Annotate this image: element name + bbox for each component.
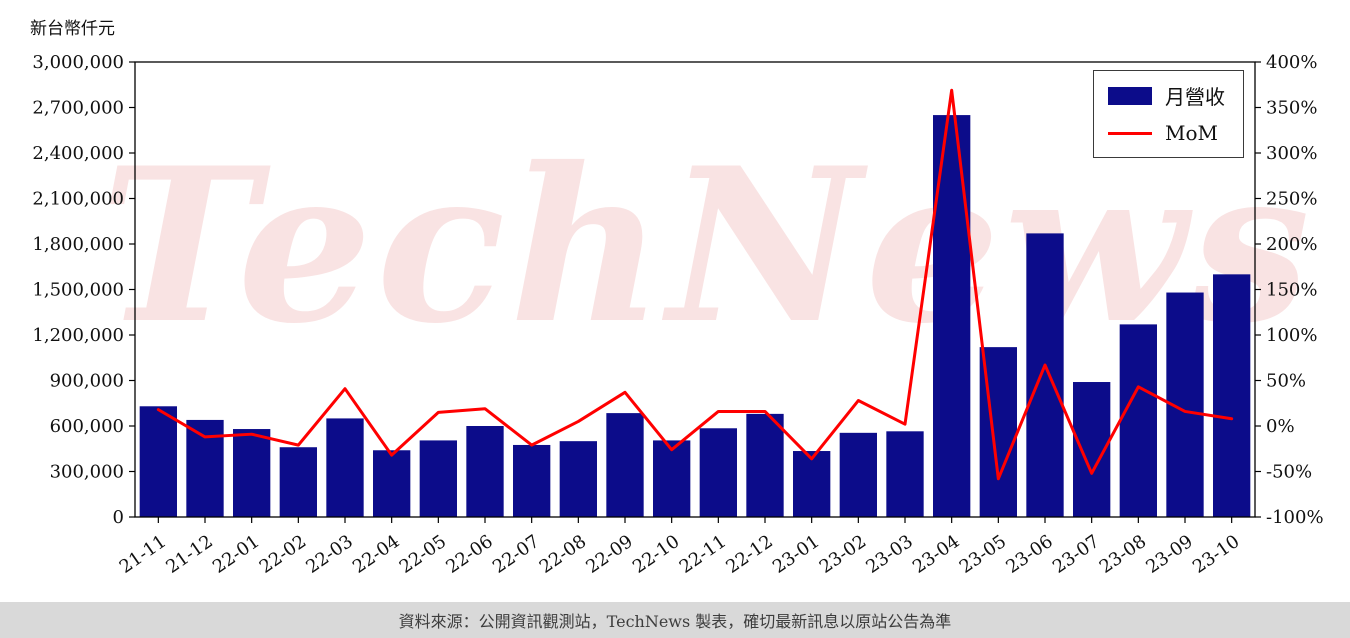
left-tick-label: 600,000 bbox=[50, 416, 124, 437]
x-tick-label: 22-08 bbox=[536, 531, 591, 578]
y-axis-unit-label: 新台幣仟元 bbox=[30, 19, 115, 39]
left-tick-label: 1,800,000 bbox=[32, 234, 124, 255]
x-tick-label: 22-09 bbox=[582, 531, 637, 578]
chart-area: TechNews 0 -100% 300,000 -50% 600,000 0% 900,0… bbox=[32, 52, 1324, 578]
x-tick-label: 21-11 bbox=[116, 531, 171, 578]
legend-revenue-label: 月營收 bbox=[1165, 85, 1225, 109]
x-tick-label: 22-01 bbox=[209, 531, 264, 578]
bar-23-10 bbox=[1213, 274, 1251, 517]
bar-22-05 bbox=[419, 440, 457, 517]
source-footer: 資料來源：公開資訊觀測站，TechNews 製表，確切最新訊息以原站公告為準 bbox=[0, 602, 1350, 638]
x-tick-label: 23-05 bbox=[956, 531, 1011, 578]
right-tick-label: 50% bbox=[1266, 371, 1306, 392]
left-tick-label: 2,400,000 bbox=[32, 143, 124, 164]
right-tick-label: 150% bbox=[1266, 280, 1317, 301]
bar-22-12 bbox=[746, 413, 784, 517]
x-tick-label: 22-07 bbox=[489, 531, 544, 578]
right-tick-label: -50% bbox=[1266, 462, 1312, 483]
x-tick-label: 22-06 bbox=[442, 531, 497, 578]
bar-22-01 bbox=[233, 429, 271, 517]
left-tick-label: 0 bbox=[113, 507, 124, 528]
bar-22-08 bbox=[559, 441, 597, 517]
bar-22-11 bbox=[699, 428, 737, 517]
mom-line bbox=[156, 88, 1234, 481]
x-tick-label: 23-03 bbox=[862, 531, 917, 578]
x-tick-label: 23-04 bbox=[909, 531, 964, 578]
legend-bar-swatch-icon bbox=[1108, 86, 1152, 105]
plot-border bbox=[134, 61, 1256, 518]
monthly-revenue-mom-chart: 0 -100% 300,000 -50% 600,000 0% 900,000 50% 1,20… bbox=[32, 52, 1324, 578]
bar-22-06 bbox=[466, 426, 504, 517]
left-tick-label: 1,500,000 bbox=[32, 280, 124, 301]
legend-item-revenue: 月營收 bbox=[1108, 81, 1225, 110]
chart-legend: 月營收 MoM bbox=[1093, 70, 1244, 158]
right-tick-label: 300% bbox=[1266, 143, 1317, 164]
bar-23-02 bbox=[839, 432, 877, 517]
left-tick-label: 2,100,000 bbox=[32, 189, 124, 210]
x-tick-label: 22-10 bbox=[629, 531, 684, 578]
bar-23-06 bbox=[1026, 233, 1064, 517]
bar-23-03 bbox=[886, 431, 924, 517]
left-tick-label: 2,700,000 bbox=[32, 98, 124, 119]
left-tick-label: 3,000,000 bbox=[32, 52, 124, 73]
right-tick-label: 0% bbox=[1266, 416, 1295, 437]
x-tick-label: 23-02 bbox=[816, 531, 871, 578]
x-tick-label: 21-12 bbox=[162, 531, 217, 578]
x-tick-label: 22-03 bbox=[302, 531, 357, 578]
x-tick-label: 23-10 bbox=[1189, 531, 1244, 578]
right-tick-label: 100% bbox=[1266, 325, 1317, 346]
legend-line-swatch-icon bbox=[1108, 131, 1152, 135]
x-tick-label: 22-02 bbox=[256, 531, 311, 578]
left-tick-label: 900,000 bbox=[50, 371, 124, 392]
bar-22-02 bbox=[279, 447, 317, 517]
x-tick-label: 22-12 bbox=[722, 531, 777, 578]
legend-mom-label: MoM bbox=[1165, 121, 1218, 145]
bar-23-01 bbox=[793, 451, 831, 517]
x-tick-label: 22-11 bbox=[676, 531, 731, 578]
x-tick-label: 23-08 bbox=[1096, 531, 1151, 578]
bar-22-04 bbox=[373, 450, 411, 517]
right-tick-label: 350% bbox=[1266, 98, 1317, 119]
x-tick-label: 22-05 bbox=[396, 531, 451, 578]
bar-22-03 bbox=[326, 418, 364, 517]
left-tick-label: 300,000 bbox=[50, 462, 124, 483]
x-tick-label: 23-07 bbox=[1049, 531, 1104, 578]
legend-item-mom: MoM bbox=[1108, 121, 1225, 145]
source-text: 資料來源：公開資訊觀測站，TechNews 製表，確切最新訊息以原站公告為準 bbox=[398, 612, 952, 631]
bar-22-10 bbox=[653, 440, 691, 517]
bar-22-07 bbox=[513, 444, 551, 517]
left-tick-label: 1,200,000 bbox=[32, 325, 124, 346]
x-tick-label: 22-04 bbox=[349, 531, 404, 578]
right-tick-label: 250% bbox=[1266, 189, 1317, 210]
right-tick-label: -100% bbox=[1266, 507, 1324, 528]
right-tick-label: 400% bbox=[1266, 52, 1317, 73]
bar-21-12 bbox=[186, 419, 224, 517]
x-tick-label: 23-09 bbox=[1142, 531, 1197, 578]
x-tick-label: 23-06 bbox=[1002, 531, 1057, 578]
right-tick-label: 200% bbox=[1266, 234, 1317, 255]
x-tick-label: 23-01 bbox=[769, 531, 824, 578]
bar-22-09 bbox=[606, 413, 644, 517]
bar-23-08 bbox=[1119, 324, 1157, 517]
bar-21-11 bbox=[139, 406, 177, 517]
